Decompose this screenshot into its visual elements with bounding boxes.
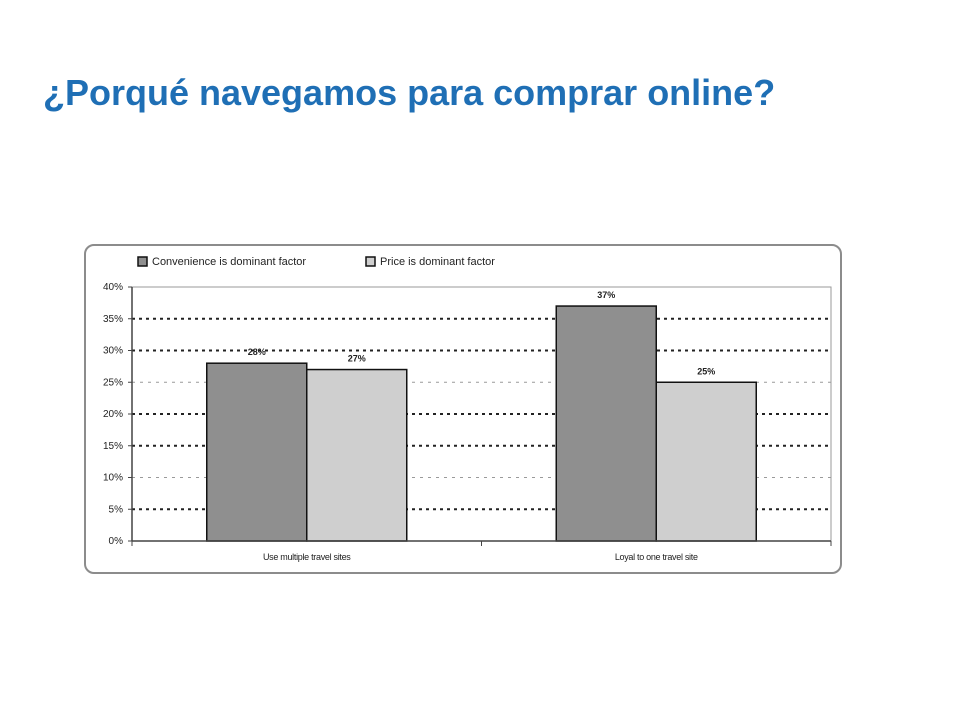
labels: 0% 5% 10% 15% 20% 25% 30% 35% 40% 28% 27% Use multi… <box>103 282 715 562</box>
bar-price <box>655 381 757 542</box>
bar-convenience <box>555 305 657 542</box>
y-tick-label: 5% <box>109 504 124 515</box>
x-category-label: Use multiple travel sites <box>263 552 351 562</box>
data-label: 27% <box>348 354 366 364</box>
axes <box>128 286 832 546</box>
slide-title: ¿Porqué navegamos para comprar online? <box>43 72 776 113</box>
bar-convenience <box>206 362 308 542</box>
y-tick-label: 20% <box>103 409 123 420</box>
bar-chart: 0% 5% 10% 15% 20% 25% 30% 35% 40% 28% 27% Use multi… <box>103 256 832 562</box>
data-label: 28% <box>248 347 266 357</box>
y-tick-label: 40% <box>103 282 123 293</box>
data-label: 37% <box>597 290 615 300</box>
legend-swatch <box>137 256 148 267</box>
legend-swatch <box>365 256 376 267</box>
y-tick-label: 0% <box>109 536 124 547</box>
y-tick-label: 25% <box>103 377 123 388</box>
x-category-label: Loyal to one travel site <box>615 552 698 562</box>
y-tick-label: 10% <box>103 473 123 484</box>
legend-label: Convenience is dominant factor <box>152 256 306 268</box>
y-tick-label: 35% <box>103 314 123 325</box>
bars <box>206 305 757 542</box>
legend: Convenience is dominant factor Price is d… <box>137 256 495 268</box>
y-tick-label: 15% <box>103 441 123 452</box>
data-label: 25% <box>697 366 715 376</box>
legend-label: Price is dominant factor <box>380 256 495 268</box>
chart-frame: 0% 5% 10% 15% 20% 25% 30% 35% 40% 28% 27% Use multi… <box>84 244 842 574</box>
y-tick-label: 30% <box>103 346 123 357</box>
bar-price <box>306 368 408 542</box>
